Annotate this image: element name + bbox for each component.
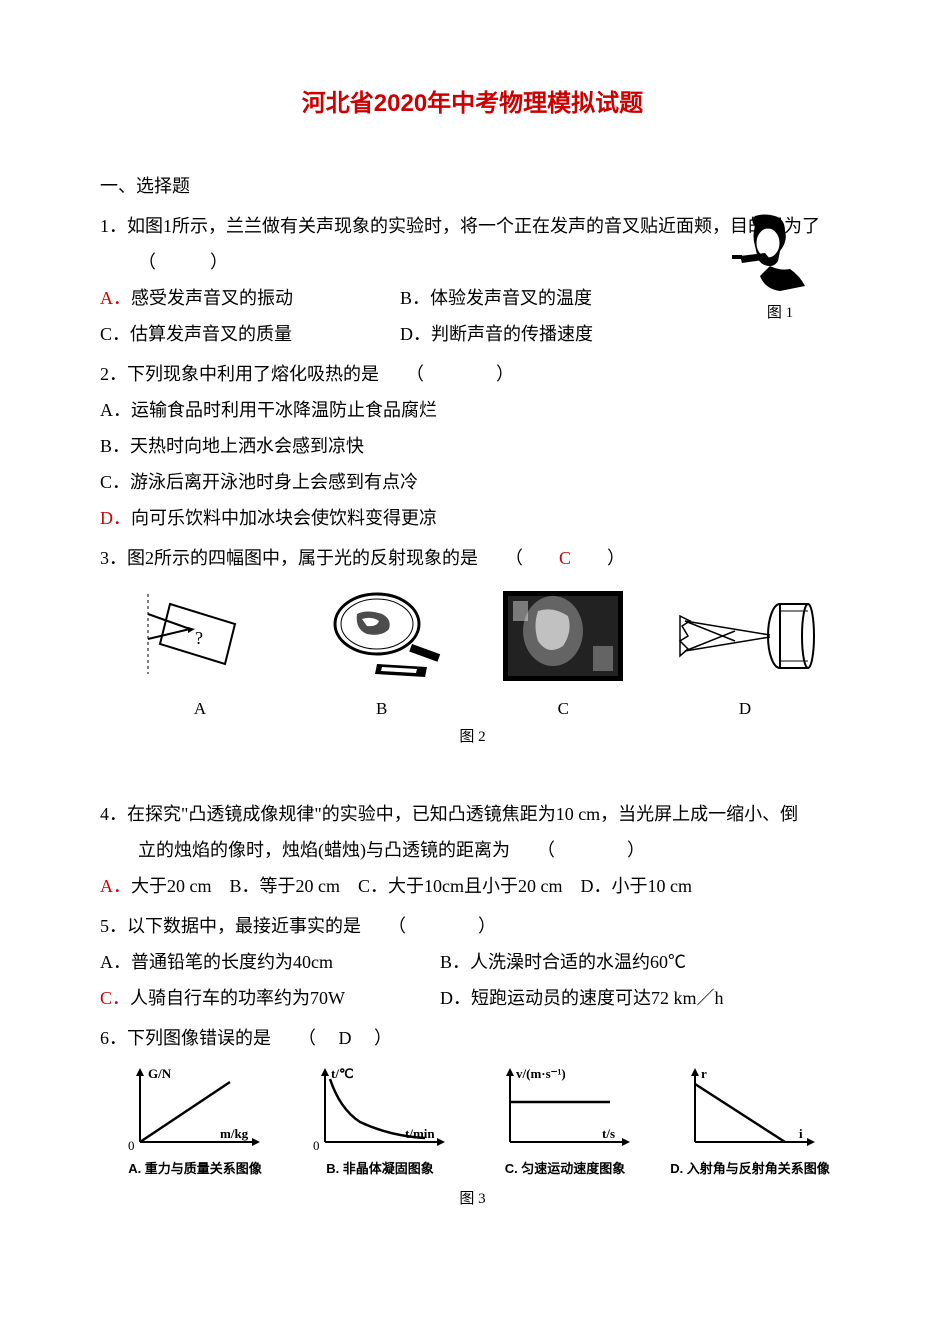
figure-3-D-caption: D. 入射角与反射角关系图像 <box>665 1156 835 1182</box>
figure-3-C: v/(m·s⁻¹) t/s C. 匀速运动速度图象 <box>480 1062 650 1182</box>
q1-B: B．体验发声音叉的温度 <box>400 280 592 316</box>
svg-text:t/℃: t/℃ <box>331 1066 354 1081</box>
q4-num: 4． <box>100 804 127 824</box>
question-5: 5．以下数据中，最接近事实的是 （ ） A．普通铅笔的长度约为40cm B．人洗… <box>100 908 845 1016</box>
q5-C-text: 人骑自行车的功率约为70W <box>130 988 345 1008</box>
svg-text:m/kg: m/kg <box>220 1126 249 1141</box>
section-header: 一、选择题 <box>100 168 845 204</box>
figure-2-A-label: A <box>120 692 280 726</box>
figure-3-row: G/N m/kg 0 A. 重力与质量关系图像 t/℃ t/min 0 <box>100 1062 845 1182</box>
q1-C: C．估算发声音叉的质量 <box>100 316 400 352</box>
figure-3-B-caption: B. 非晶体凝固图象 <box>295 1156 465 1182</box>
figure-1-image <box>725 208 835 298</box>
q1-A-label: A． <box>100 288 131 308</box>
q6-text: 下列图像错误的是 （ D ） <box>127 1028 392 1048</box>
q3-answer: C <box>559 548 571 568</box>
figure-3-A-caption: A. 重力与质量关系图像 <box>110 1156 280 1182</box>
figure-3-C-caption: C. 匀速运动速度图象 <box>480 1156 650 1182</box>
q5-text: 以下数据中，最接近事实的是 （ ） <box>127 916 496 936</box>
figure-1-caption: 图 1 <box>725 298 835 328</box>
question-2: 2．下列现象中利用了熔化吸热的是 （ ） A．运输食品时利用干冰降温防止食品腐烂… <box>100 356 845 536</box>
q1-A-text: 感受发声音叉的振动 <box>131 288 293 308</box>
q2-num: 2． <box>100 364 127 384</box>
q2-B: B．天热时向地上洒水会感到凉快 <box>100 428 845 464</box>
figure-2-D: D <box>665 586 825 726</box>
question-4: 4．在探究"凸透镜成像规律"的实验中，已知凸透镜焦距为10 cm，当光屏上成一缩… <box>100 796 845 904</box>
q1-D: D．判断声音的传播速度 <box>400 316 593 352</box>
figure-2-D-label: D <box>665 692 825 726</box>
q2-A: A．运输食品时利用干冰降温防止食品腐烂 <box>100 392 845 428</box>
q1-text: 如图1所示，兰兰做有关声现象的实验时，将一个正在发声的音叉贴近面颊，目的是为了 <box>127 216 820 236</box>
q2-text: 下列现象中利用了熔化吸热的是 （ ） <box>127 364 514 384</box>
figure-2-C: C <box>483 586 643 726</box>
q6-num: 6． <box>100 1028 127 1048</box>
svg-text:i: i <box>799 1126 803 1141</box>
q5-A: A．普通铅笔的长度约为40cm <box>100 944 440 980</box>
q3-num: 3． <box>100 548 127 568</box>
figure-3-caption: 图 3 <box>100 1184 845 1214</box>
q4-text2: 立的烛焰的像时，烛焰(蜡烛)与凸透镜的距离为 （ ） <box>100 832 845 868</box>
svg-text:t/s: t/s <box>602 1126 615 1141</box>
q2-D-label: D． <box>100 508 131 528</box>
q4-A-label: A． <box>100 876 131 896</box>
q5-D: D．短跑运动员的速度可达72 km／h <box>440 980 780 1016</box>
svg-text:0: 0 <box>128 1138 135 1152</box>
svg-text:r: r <box>701 1066 707 1081</box>
figure-3-A: G/N m/kg 0 A. 重力与质量关系图像 <box>110 1062 280 1182</box>
figure-2-C-label: C <box>483 692 643 726</box>
q2-D-text: 向可乐饮料中加冰块会使饮料变得更凉 <box>131 508 437 528</box>
q4-D: D．小于10 cm <box>581 868 693 904</box>
figure-2-caption: 图 2 <box>100 722 845 752</box>
q3-text-end: ） <box>571 548 625 568</box>
figure-3-B: t/℃ t/min 0 B. 非晶体凝固图象 <box>295 1062 465 1182</box>
q3-text: 图2所示的四幅图中，属于光的反射现象的是 （ <box>127 548 559 568</box>
figure-2-row: ? A B <box>100 586 845 726</box>
figure-2-B-label: B <box>302 692 462 726</box>
question-3: 3．图2所示的四幅图中，属于光的反射现象的是 （ C ） ? A <box>100 540 845 752</box>
q2-C: C．游泳后离开泳池时身上会感到有点冷 <box>100 464 845 500</box>
svg-text:v/(m·s⁻¹): v/(m·s⁻¹) <box>516 1066 566 1081</box>
q5-num: 5． <box>100 916 127 936</box>
svg-text:?: ? <box>195 628 203 648</box>
q5-B: B．人洗澡时合适的水温约60℃ <box>440 944 780 980</box>
figure-2-A: ? A <box>120 586 280 726</box>
figure-3-D: r i D. 入射角与反射角关系图像 <box>665 1062 835 1182</box>
page-title: 河北省2020年中考物理模拟试题 <box>100 80 845 128</box>
figure-1: 图 1 <box>725 208 835 328</box>
q1-num: 1． <box>100 216 127 236</box>
q4-A-text: 大于20 cm <box>131 876 212 896</box>
q4-text: 在探究"凸透镜成像规律"的实验中，已知凸透镜焦距为10 cm，当光屏上成一缩小、… <box>127 804 798 824</box>
q5-C-label: C． <box>100 988 130 1008</box>
question-6: 6．下列图像错误的是 （ D ） G/N m/kg 0 A. 重力与质量关系图像 <box>100 1020 845 1214</box>
svg-text:0: 0 <box>313 1138 320 1152</box>
figure-2-B: B <box>302 586 462 726</box>
question-1: 1．如图1所示，兰兰做有关声现象的实验时，将一个正在发声的音叉贴近面颊，目的是为… <box>100 208 845 352</box>
q4-B: B．等于20 cm <box>230 868 341 904</box>
q4-C: C．大于10cm且小于20 cm <box>358 868 563 904</box>
svg-text:G/N: G/N <box>148 1066 172 1081</box>
